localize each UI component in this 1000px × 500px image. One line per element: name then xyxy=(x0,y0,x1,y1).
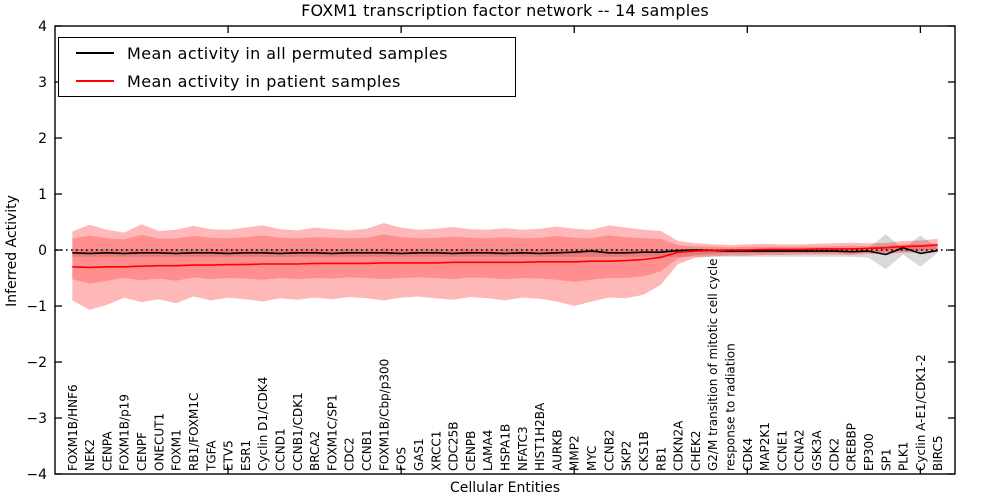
x-tick-label: ONECUT1 xyxy=(152,413,166,471)
x-tick-label: XRCC1 xyxy=(429,431,443,471)
legend-entry-permuted: Mean activity in all permuted samples xyxy=(59,40,515,66)
patient-line-swatch xyxy=(76,80,114,82)
x-tick-label: CENPB xyxy=(464,431,478,471)
patient-samples-outer-spread-band xyxy=(72,223,938,310)
x-tick-label: BIRC5 xyxy=(931,435,945,471)
x-tick-label: FOXM1B/HNF6 xyxy=(66,384,80,471)
x-axis-label: Cellular Entities xyxy=(449,480,561,496)
y-tick-label: 1 xyxy=(38,187,47,203)
permuted-line-swatch xyxy=(76,52,114,54)
x-tick-label: CDC25B xyxy=(447,422,461,472)
x-tick-label: CENPA xyxy=(100,431,114,471)
x-tick-label: MYC xyxy=(585,446,599,471)
x-tick-label: response to radiation xyxy=(724,343,738,471)
x-tick-label: GAS1 xyxy=(412,438,426,471)
legend-label-permuted: Mean activity in all permuted samples xyxy=(127,43,448,63)
x-tick-label: CDK2 xyxy=(827,438,841,471)
y-tick-label: 4 xyxy=(38,19,47,35)
x-tick-label: CHEK2 xyxy=(689,431,703,472)
x-tick-label: MMP2 xyxy=(568,435,582,471)
chart-title: FOXM1 transcription factor network -- 14… xyxy=(301,1,709,20)
y-tick-label: 3 xyxy=(38,75,47,91)
x-tick-label: FOS xyxy=(395,447,409,471)
y-tick-label: 2 xyxy=(38,131,47,147)
x-tick-label: FOXM1C/SP1 xyxy=(325,394,339,471)
x-tick-label: TGFA xyxy=(204,440,218,472)
x-tick-label: ESR1 xyxy=(239,440,253,471)
x-tick-label: CDC2 xyxy=(343,437,357,471)
x-tick-label: BRCA2 xyxy=(308,431,322,471)
x-tick-label: CCNB1/CDK1 xyxy=(291,392,305,471)
y-tick-label: −1 xyxy=(26,299,47,315)
x-tick-label: ETV5 xyxy=(222,440,236,471)
legend-entry-patient: Mean activity in patient samples xyxy=(59,68,515,94)
x-tick-label: CCNA2 xyxy=(793,429,807,471)
x-tick-label: CENPF xyxy=(135,432,149,471)
x-tick-label: AURKB xyxy=(550,430,564,471)
x-tick-label: SP1 xyxy=(879,449,893,472)
permuted-mean-line xyxy=(72,247,938,256)
x-tick-label: Cyclin A-E1/CDK1-2 xyxy=(914,354,928,471)
x-tick-label: FOXM1B/Cbp/p300 xyxy=(377,359,391,471)
x-tick-label: HIST1H2BA xyxy=(533,402,547,471)
x-tick-label: Cyclin D1/CDK4 xyxy=(256,377,270,471)
y-tick-label: −2 xyxy=(26,355,47,371)
x-tick-label: CKS1B xyxy=(637,431,651,471)
x-tick-label: CCNE1 xyxy=(775,430,789,471)
y-tick-label: −4 xyxy=(26,467,47,483)
x-tick-label: MAP2K1 xyxy=(758,422,772,471)
x-tick-label: CCNB1 xyxy=(360,429,374,471)
x-tick-label: NFATC3 xyxy=(516,426,530,471)
x-tick-label: EP300 xyxy=(862,433,876,471)
legend-label-patient: Mean activity in patient samples xyxy=(127,71,401,91)
y-tick-label: −3 xyxy=(26,411,47,427)
patient-mean-line xyxy=(72,244,938,269)
legend: Mean activity in all permuted samples Me… xyxy=(58,37,516,97)
x-tick-label: HSPA1B xyxy=(499,424,513,471)
x-tick-label: PLK1 xyxy=(897,442,911,471)
patient-samples-inner-spread-band xyxy=(72,234,938,284)
x-tick-label: G2/M transition of mitotic cell cycle xyxy=(706,258,720,471)
x-tick-label: CDK4 xyxy=(741,438,755,471)
x-tick-label: FOXM1 xyxy=(170,429,184,471)
x-tick-label: CCND1 xyxy=(274,428,288,471)
x-tick-label: NEK2 xyxy=(83,439,97,471)
x-tick-label: RB1 xyxy=(654,447,668,471)
x-tick-label: CDKN2A xyxy=(672,420,686,471)
x-tick-label: LAMA4 xyxy=(481,430,495,471)
x-tick-label: GSK3A xyxy=(810,430,824,471)
x-tick-label: FOXM1B/p19 xyxy=(118,394,132,471)
x-tick-label: RB1/FOXM1C xyxy=(187,393,201,471)
y-axis-label: Inferred Activity xyxy=(4,195,20,307)
x-tick-label: SKP2 xyxy=(620,441,634,471)
x-tick-label: CCNB2 xyxy=(602,429,616,471)
permuted-samples-spread-band xyxy=(72,234,938,269)
y-tick-label: 0 xyxy=(38,243,47,259)
x-tick-label: CREBBP xyxy=(845,423,859,471)
